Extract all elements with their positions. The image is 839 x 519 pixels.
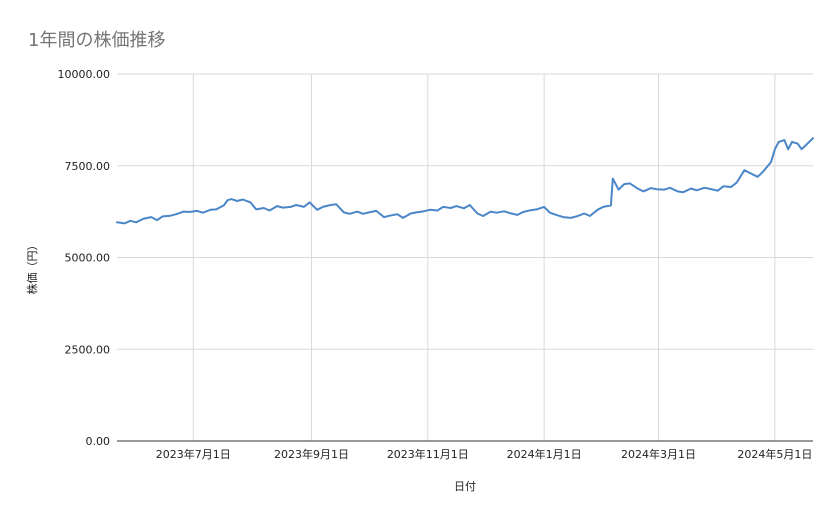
x-axis-title: 日付 (454, 480, 476, 493)
x-tick-label: 2023年11月1日 (387, 447, 469, 461)
gridlines (117, 73, 813, 441)
x-axis-ticks: 2023年7月1日 2023年9月1日 2023年11月1日 2024年1月1日 202… (156, 447, 813, 461)
y-tick-label: 10000.00 (58, 68, 111, 81)
y-tick-label: 5000.00 (65, 252, 111, 265)
y-tick-label: 7500.00 (65, 160, 111, 173)
x-tick-label: 2024年3月1日 (621, 447, 696, 461)
x-tick-label: 2023年7月1日 (156, 447, 231, 461)
series-layer (116, 137, 814, 225)
y-tick-label: 2500.00 (65, 343, 111, 356)
chart-title: 1年間の株価推移 (28, 30, 166, 51)
y-tick-label: 0.00 (86, 435, 111, 448)
x-tick-label: 2023年9月1日 (274, 447, 349, 461)
series-line (116, 137, 814, 225)
x-tick-label: 2024年5月1日 (737, 447, 812, 461)
x-tick-label: 2024年1月1日 (507, 447, 582, 461)
y-axis-title: 株価（円） (25, 240, 39, 295)
y-axis-ticks: 0.00 2500.00 5000.00 7500.00 10000.00 (58, 68, 111, 448)
